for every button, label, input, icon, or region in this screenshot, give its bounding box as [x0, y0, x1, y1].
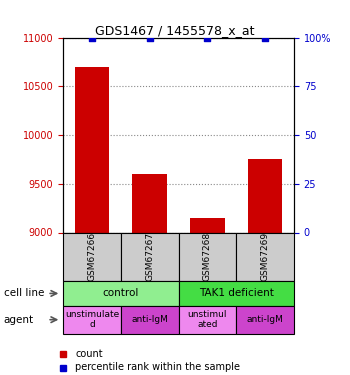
Bar — [248, 159, 282, 232]
Bar — [75, 67, 109, 232]
Text: GSM67266: GSM67266 — [88, 232, 96, 281]
Text: GDS1467 / 1455578_x_at: GDS1467 / 1455578_x_at — [95, 24, 255, 38]
Text: anti-IgM: anti-IgM — [247, 315, 284, 324]
Text: unstimulate
d: unstimulate d — [65, 310, 119, 329]
Text: agent: agent — [4, 315, 34, 325]
Bar — [132, 174, 167, 232]
Bar — [190, 218, 225, 232]
Point — [262, 34, 268, 40]
Text: control: control — [103, 288, 139, 298]
Text: TAK1 deficient: TAK1 deficient — [199, 288, 274, 298]
Point — [147, 34, 153, 40]
Point — [89, 34, 95, 40]
Text: GSM67267: GSM67267 — [145, 232, 154, 281]
Text: anti-IgM: anti-IgM — [131, 315, 168, 324]
Text: count: count — [75, 350, 103, 359]
Text: GSM67269: GSM67269 — [261, 232, 270, 281]
Text: percentile rank within the sample: percentile rank within the sample — [75, 363, 240, 372]
Text: unstimul
ated: unstimul ated — [188, 310, 227, 329]
Text: GSM67268: GSM67268 — [203, 232, 212, 281]
Text: cell line: cell line — [4, 288, 44, 298]
Point — [204, 34, 210, 40]
